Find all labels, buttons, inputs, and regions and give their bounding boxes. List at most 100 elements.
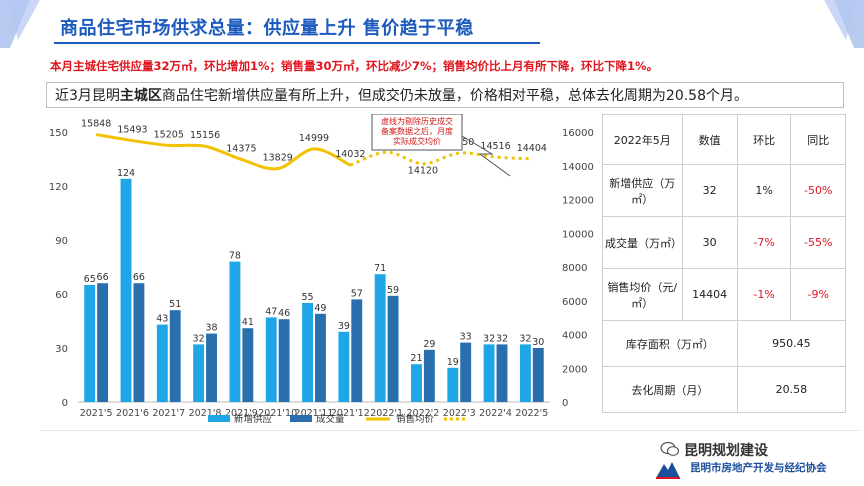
table-header-mom: 环比 bbox=[736, 114, 792, 165]
y-right-tick-label: 12000 bbox=[562, 196, 594, 207]
y-left-tick-label: 0 bbox=[62, 398, 68, 409]
bar-transaction bbox=[278, 319, 290, 402]
price-line-solid bbox=[95, 133, 352, 171]
bar-label-transaction: 57 bbox=[351, 288, 363, 299]
bar-label-new-supply: 32 bbox=[193, 333, 205, 344]
intro-text-bold: 主城区 bbox=[119, 88, 162, 104]
bar-label-new-supply: 78 bbox=[229, 251, 241, 262]
legend-label-new-supply: 新增供应 bbox=[234, 413, 273, 425]
bar-label-transaction: 29 bbox=[423, 339, 435, 350]
table-row: 销售均价（元/㎡） 14404 -1% -9% bbox=[602, 268, 846, 321]
bar-label-new-supply: 32 bbox=[483, 333, 495, 344]
annotation-text-line: 实际成交均价 bbox=[393, 136, 441, 146]
x-tick-label: 2022'5 bbox=[515, 408, 548, 419]
bar-label-new-supply: 32 bbox=[519, 333, 531, 344]
x-tick-label: 2021'11 bbox=[295, 408, 334, 419]
page-title: 商品住宅市场供求总量：供应量上升 售价趋于平稳 bbox=[60, 18, 474, 39]
y-right-tick-label: 16000 bbox=[562, 128, 594, 139]
bar-label-new-supply: 71 bbox=[374, 263, 386, 274]
bar-label-transaction: 41 bbox=[242, 317, 254, 328]
x-tick-label: 2022'3 bbox=[443, 408, 476, 419]
corner-decoration-left bbox=[0, 0, 40, 48]
row-yoy: -9% bbox=[790, 268, 846, 321]
y-right-tick-label: 4000 bbox=[562, 331, 587, 342]
table-row: 成交量（万㎡） 30 -7% -55% bbox=[602, 216, 846, 269]
y-right-tick-label: 10000 bbox=[562, 229, 594, 240]
bar-label-transaction: 38 bbox=[205, 323, 217, 334]
bar-label-transaction: 49 bbox=[314, 303, 326, 314]
bar-new-supply bbox=[519, 344, 531, 402]
intro-text-after: 商品住宅新增供应量有所上升，但成交仍未放量，价格相对平稳，总体去化周期为20.5… bbox=[161, 88, 748, 104]
row-value: 32 bbox=[681, 164, 738, 217]
bar-transaction bbox=[169, 310, 181, 402]
bar-new-supply bbox=[84, 285, 96, 402]
stock-value: 950.45 bbox=[736, 320, 847, 367]
summary-text: 本月主城住宅供应量32万㎡，环比增加1%；销售量30万㎡，环比减少7%；销售均价… bbox=[50, 59, 659, 73]
chart-svg: 0 30 60 90 120 150 0 2000 4000 6000 8000 10000 12000… bbox=[49, 113, 594, 425]
table-row: 去化周期（月） 20.58 bbox=[602, 366, 847, 413]
bar-new-supply bbox=[302, 303, 313, 402]
bar-transaction bbox=[460, 342, 472, 402]
footer-divider bbox=[40, 430, 860, 431]
price-data-label: 14999 bbox=[299, 133, 329, 144]
x-tick-label: 2022'2 bbox=[407, 408, 440, 419]
corner-decoration-right bbox=[824, 0, 864, 48]
association-logo-icon bbox=[656, 462, 680, 479]
row-mom: -1% bbox=[736, 268, 792, 321]
price-data-label: 14120 bbox=[408, 166, 438, 177]
cycle-value: 20.58 bbox=[736, 366, 847, 413]
row-yoy: -50% bbox=[790, 164, 846, 217]
bar-label-transaction: 30 bbox=[532, 337, 544, 348]
bar-transaction bbox=[423, 349, 435, 402]
row-mom: -7% bbox=[736, 216, 792, 269]
x-tick-label: 2021'10 bbox=[258, 408, 297, 419]
bar-label-transaction: 32 bbox=[496, 333, 508, 344]
bar-new-supply bbox=[229, 261, 241, 402]
bar-transaction bbox=[133, 283, 145, 402]
bar-label-transaction: 51 bbox=[169, 299, 181, 310]
price-data-label: 15848 bbox=[81, 119, 111, 130]
x-tick-label: 2021'6 bbox=[116, 408, 149, 419]
bar-new-supply bbox=[447, 367, 459, 402]
supply-demand-chart: 0 30 60 90 120 150 0 2000 4000 6000 8000 10000 12000… bbox=[40, 113, 600, 434]
wechat-icon bbox=[660, 441, 680, 456]
bar-transaction bbox=[242, 328, 254, 402]
y-left-tick-label: 60 bbox=[55, 290, 68, 301]
y-left-tick-label: 90 bbox=[55, 236, 68, 247]
y-right-tick-label: 8000 bbox=[562, 263, 587, 274]
bar-transaction bbox=[206, 333, 217, 402]
table-header-yoy: 同比 bbox=[790, 114, 846, 165]
bar-label-transaction: 33 bbox=[460, 332, 472, 343]
x-tick-label: 2021'7 bbox=[152, 408, 185, 419]
bar-label-transaction: 66 bbox=[97, 272, 109, 283]
legend-swatch-new-supply bbox=[208, 415, 230, 422]
legend-label-transaction: 成交量 bbox=[316, 413, 345, 425]
price-data-label: 15156 bbox=[190, 130, 220, 141]
bar-transaction bbox=[97, 283, 109, 402]
stock-label: 库存面积（万㎡） bbox=[602, 320, 738, 367]
bar-label-new-supply: 43 bbox=[156, 314, 168, 325]
y-right-tick-label: 0 bbox=[562, 398, 568, 409]
x-tick-label: 2021'9 bbox=[225, 408, 258, 419]
row-label: 新增供应（万㎡） bbox=[602, 164, 683, 217]
legend-swatch-transaction bbox=[290, 415, 312, 422]
y-right-tick-label: 6000 bbox=[562, 297, 587, 308]
bar-label-transaction: 66 bbox=[133, 272, 145, 283]
bar-label-new-supply: 47 bbox=[265, 306, 277, 317]
bar-transaction bbox=[387, 295, 399, 402]
price-data-label: 14404 bbox=[517, 143, 547, 154]
bar-new-supply bbox=[265, 317, 277, 402]
intro-box: 近3月昆明主城区商品住宅新增供应量有所上升，但成交仍未放量，价格相对平稳，总体去… bbox=[46, 82, 844, 108]
legend-label-price: 销售均价 bbox=[396, 413, 435, 425]
table-row: 库存面积（万㎡） 950.45 bbox=[602, 320, 847, 367]
row-label: 销售均价（元/㎡） bbox=[602, 268, 683, 321]
x-tick-label: 2021'5 bbox=[80, 408, 113, 419]
price-data-label: 15493 bbox=[117, 125, 147, 136]
y-left-tick-label: 150 bbox=[49, 128, 68, 139]
bar-label-new-supply: 39 bbox=[338, 321, 350, 332]
bar-transaction bbox=[532, 348, 544, 402]
cycle-label: 去化周期（月） bbox=[602, 366, 738, 413]
bar-label-new-supply: 19 bbox=[447, 357, 459, 368]
bar-new-supply bbox=[156, 324, 168, 402]
row-label: 成交量（万㎡） bbox=[602, 216, 683, 269]
